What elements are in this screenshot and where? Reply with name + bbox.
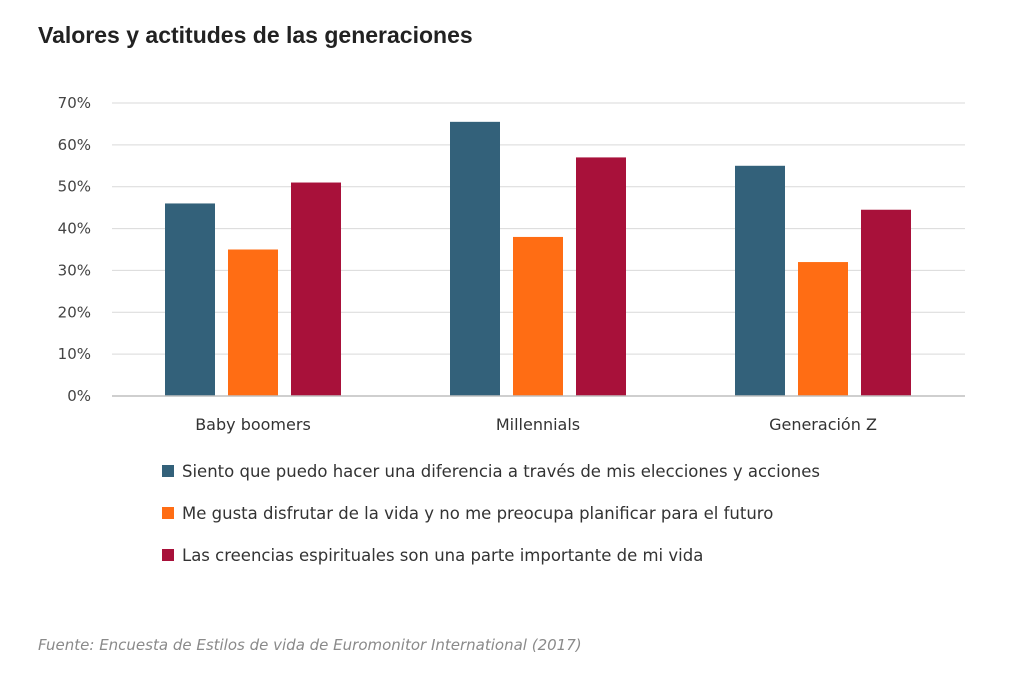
bar-baby-boomers-series-1 (165, 203, 215, 396)
y-tick-label-70: 70% (58, 94, 91, 112)
legend-item-series-1: Siento que puedo hacer una diferencia a … (162, 460, 820, 482)
bar-baby-boomers-series-2 (228, 249, 278, 396)
bar-generaci-n-z-series-1 (735, 165, 785, 396)
x-tick-label-3: Generación Z (769, 415, 877, 434)
legend: Siento que puedo hacer una diferencia a … (162, 460, 820, 586)
bar-millennials-series-1 (450, 121, 500, 396)
bar-chart: 0% 10% 20% 30% 40% 50% 60% 70% Baby boomers Mille… (58, 94, 965, 434)
legend-label-series-3: Las creencias espirituales son una parte… (182, 545, 704, 565)
legend-item-series-2: Me gusta disfrutar de la vida y no me pr… (162, 502, 820, 524)
y-tick-label-0: 0% (67, 387, 91, 405)
legend-label-series-1: Siento que puedo hacer una diferencia a … (182, 461, 821, 481)
y-tick-label-60: 60% (58, 136, 91, 154)
bar-generaci-n-z-series-3 (861, 209, 911, 396)
y-tick-label-40: 40% (58, 220, 91, 238)
x-tick-label-1: Baby boomers (195, 415, 311, 434)
legend-swatch-series-3 (162, 549, 174, 561)
legend-item-series-3: Las creencias espirituales son una parte… (162, 544, 820, 566)
x-tick-label-2: Millennials (496, 415, 580, 434)
bar-baby-boomers-series-3 (291, 182, 341, 396)
y-tick-label-30: 30% (58, 261, 91, 279)
y-tick-label-20: 20% (58, 303, 91, 321)
legend-swatch-series-1 (162, 465, 174, 477)
source-note: Fuente: Encuesta de Estilos de vida de E… (38, 636, 582, 654)
legend-swatch-series-2 (162, 507, 174, 519)
bar-generaci-n-z-series-2 (798, 262, 848, 396)
legend-label-series-2: Me gusta disfrutar de la vida y no me pr… (182, 503, 774, 523)
bar-millennials-series-3 (576, 157, 626, 396)
y-tick-label-10: 10% (58, 345, 91, 363)
bar-millennials-series-2 (513, 236, 563, 396)
y-tick-label-50: 50% (58, 178, 91, 196)
chart-title: Valores y actitudes de las generaciones (38, 22, 473, 48)
